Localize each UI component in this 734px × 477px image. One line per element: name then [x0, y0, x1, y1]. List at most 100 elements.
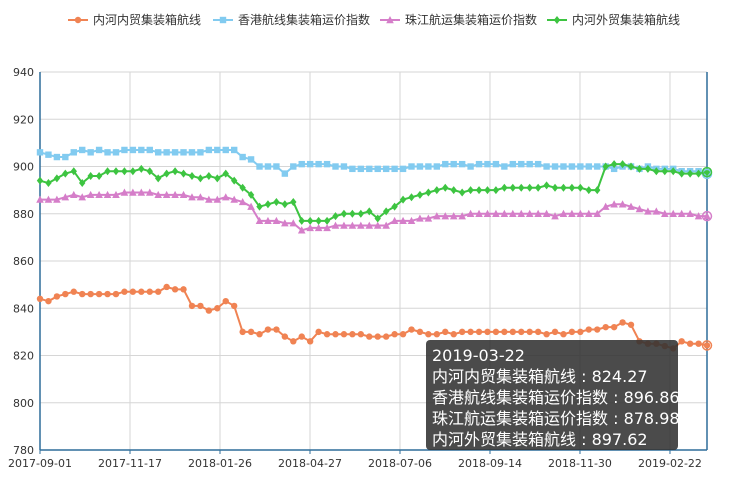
data-point [222, 169, 229, 178]
data-point [357, 331, 365, 338]
data-point [129, 167, 137, 176]
data-point [290, 197, 297, 206]
data-point [695, 169, 702, 178]
data-point [534, 183, 542, 192]
data-point [534, 160, 542, 168]
legend[interactable]: 内河内贸集装箱航线 香港航线集装箱运价指数 珠江航运集装箱运价指数 内河外贸集装箱航线 [68, 12, 680, 27]
data-point [36, 195, 44, 203]
data-point [382, 333, 390, 340]
data-point [297, 226, 306, 234]
data-point [112, 290, 120, 298]
data-point [340, 209, 348, 218]
tooltip: 2019-03-22 内河内贸集装箱航线 : 824.27 香港航线集装箱运价指… [426, 340, 680, 450]
data-point [171, 190, 179, 199]
data-point [686, 169, 694, 178]
data-point [703, 212, 711, 220]
data-point [441, 212, 450, 220]
data-point [407, 216, 416, 225]
data-point [483, 209, 492, 217]
data-point [526, 183, 533, 192]
data-point [644, 164, 652, 173]
data-point [433, 186, 441, 195]
data-point [95, 290, 103, 298]
data-point [230, 176, 238, 185]
data-point [87, 290, 94, 298]
y-tick-label: 860 [13, 255, 34, 268]
data-point [518, 183, 525, 192]
data-point [331, 221, 340, 229]
legend-item-4[interactable]: 内河外贸集装箱航线 [547, 12, 680, 27]
data-point [79, 179, 86, 188]
data-point [602, 323, 609, 331]
legend-item-3[interactable]: 珠江航运集装箱运价指数 [380, 12, 537, 27]
series-3 [36, 188, 711, 234]
triangle-marker-icon [386, 16, 394, 24]
data-point [205, 146, 213, 154]
data-point [492, 209, 500, 217]
square-marker-icon [219, 16, 227, 24]
data-point [247, 202, 255, 210]
data-point [399, 331, 407, 338]
data-point [501, 183, 508, 192]
data-point [543, 163, 550, 170]
data-point [145, 188, 154, 196]
data-point [442, 183, 449, 192]
data-point [458, 328, 466, 336]
data-point [112, 167, 120, 176]
y-tick-label: 900 [13, 161, 34, 174]
data-point [475, 209, 483, 217]
data-point [205, 195, 213, 203]
data-point [500, 209, 509, 217]
series-line [40, 191, 708, 232]
data-point [678, 338, 685, 345]
data-point [180, 169, 187, 178]
data-point [95, 171, 103, 180]
data-point [433, 163, 441, 170]
data-point [636, 164, 643, 173]
data-point [449, 212, 458, 220]
legend-item-2[interactable]: 香港航线集装箱运价指数 [213, 12, 370, 27]
data-point [551, 163, 559, 170]
data-point [53, 293, 61, 300]
data-point [197, 302, 204, 310]
hover-point [701, 166, 713, 178]
data-point [408, 193, 415, 202]
data-point [542, 209, 551, 217]
data-point [298, 216, 305, 225]
data-point [594, 326, 601, 333]
data-point [104, 167, 111, 176]
data-point [678, 169, 685, 178]
data-point [703, 342, 711, 349]
x-tick-label: 2017-09-01 [8, 457, 72, 470]
data-point [627, 202, 635, 210]
data-point [62, 290, 69, 298]
data-point [635, 205, 644, 213]
data-point [348, 221, 357, 229]
y-tick-label: 880 [13, 208, 34, 221]
y-tick-label: 780 [13, 444, 34, 457]
data-point [501, 328, 508, 336]
data-point [62, 169, 69, 178]
data-point [442, 160, 449, 168]
data-point [374, 214, 381, 223]
data-point [306, 338, 314, 345]
data-point [163, 283, 170, 291]
x-tick-label: 2019-02-22 [638, 457, 702, 470]
data-point [256, 202, 263, 211]
data-point [239, 183, 246, 192]
legend-label: 内河外贸集装箱航线 [572, 12, 680, 27]
data-point [70, 167, 77, 176]
data-point [450, 160, 457, 168]
data-point [644, 207, 652, 215]
series-4 [36, 160, 711, 225]
data-point [509, 328, 517, 336]
data-point [121, 167, 128, 176]
data-point [79, 146, 86, 154]
legend-item-1[interactable]: 内河内贸集装箱航线 [68, 12, 201, 27]
data-point [273, 197, 280, 206]
data-point [577, 163, 584, 170]
data-point [627, 162, 635, 171]
data-point [357, 165, 365, 173]
data-point [450, 331, 457, 338]
data-point [155, 288, 162, 295]
